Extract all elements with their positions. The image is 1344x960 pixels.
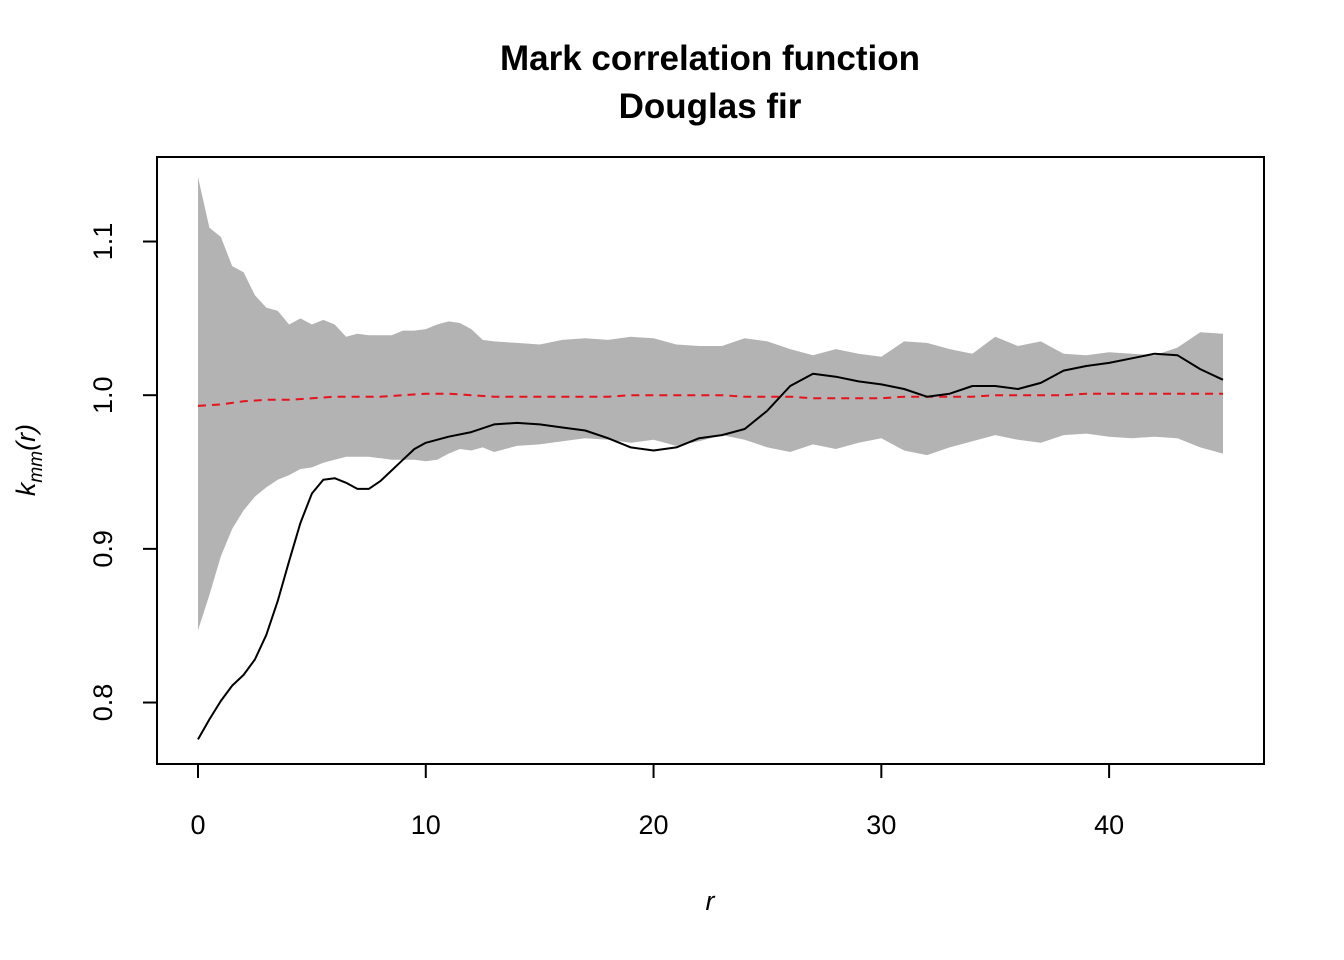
y-tick-label: 1.1 [88,223,118,261]
y-tick-label: 0.9 [88,530,118,568]
x-tick-label: 10 [411,810,441,840]
y-axis-label: kmm(r) [11,424,47,496]
y-tick-label: 0.8 [88,684,118,722]
x-tick-label: 40 [1094,810,1124,840]
chart-subtitle: Douglas fir [619,87,802,126]
x-axis-label: r [706,886,716,916]
x-axis: 0 10 20 30 40 [190,763,1124,840]
x-tick-label: 0 [190,810,205,840]
observed-line [197,352,1224,740]
chart-title: Mark correlation function [500,39,920,78]
y-tick-label: 1.0 [88,376,118,414]
theoretical-line [197,392,1223,407]
y-axis: 0.8 0.9 1.0 1.1 [88,223,158,722]
x-tick-label: 30 [866,810,896,840]
envelope-band [198,177,1223,631]
plot-area [197,177,1224,740]
x-tick-label: 20 [639,810,669,840]
